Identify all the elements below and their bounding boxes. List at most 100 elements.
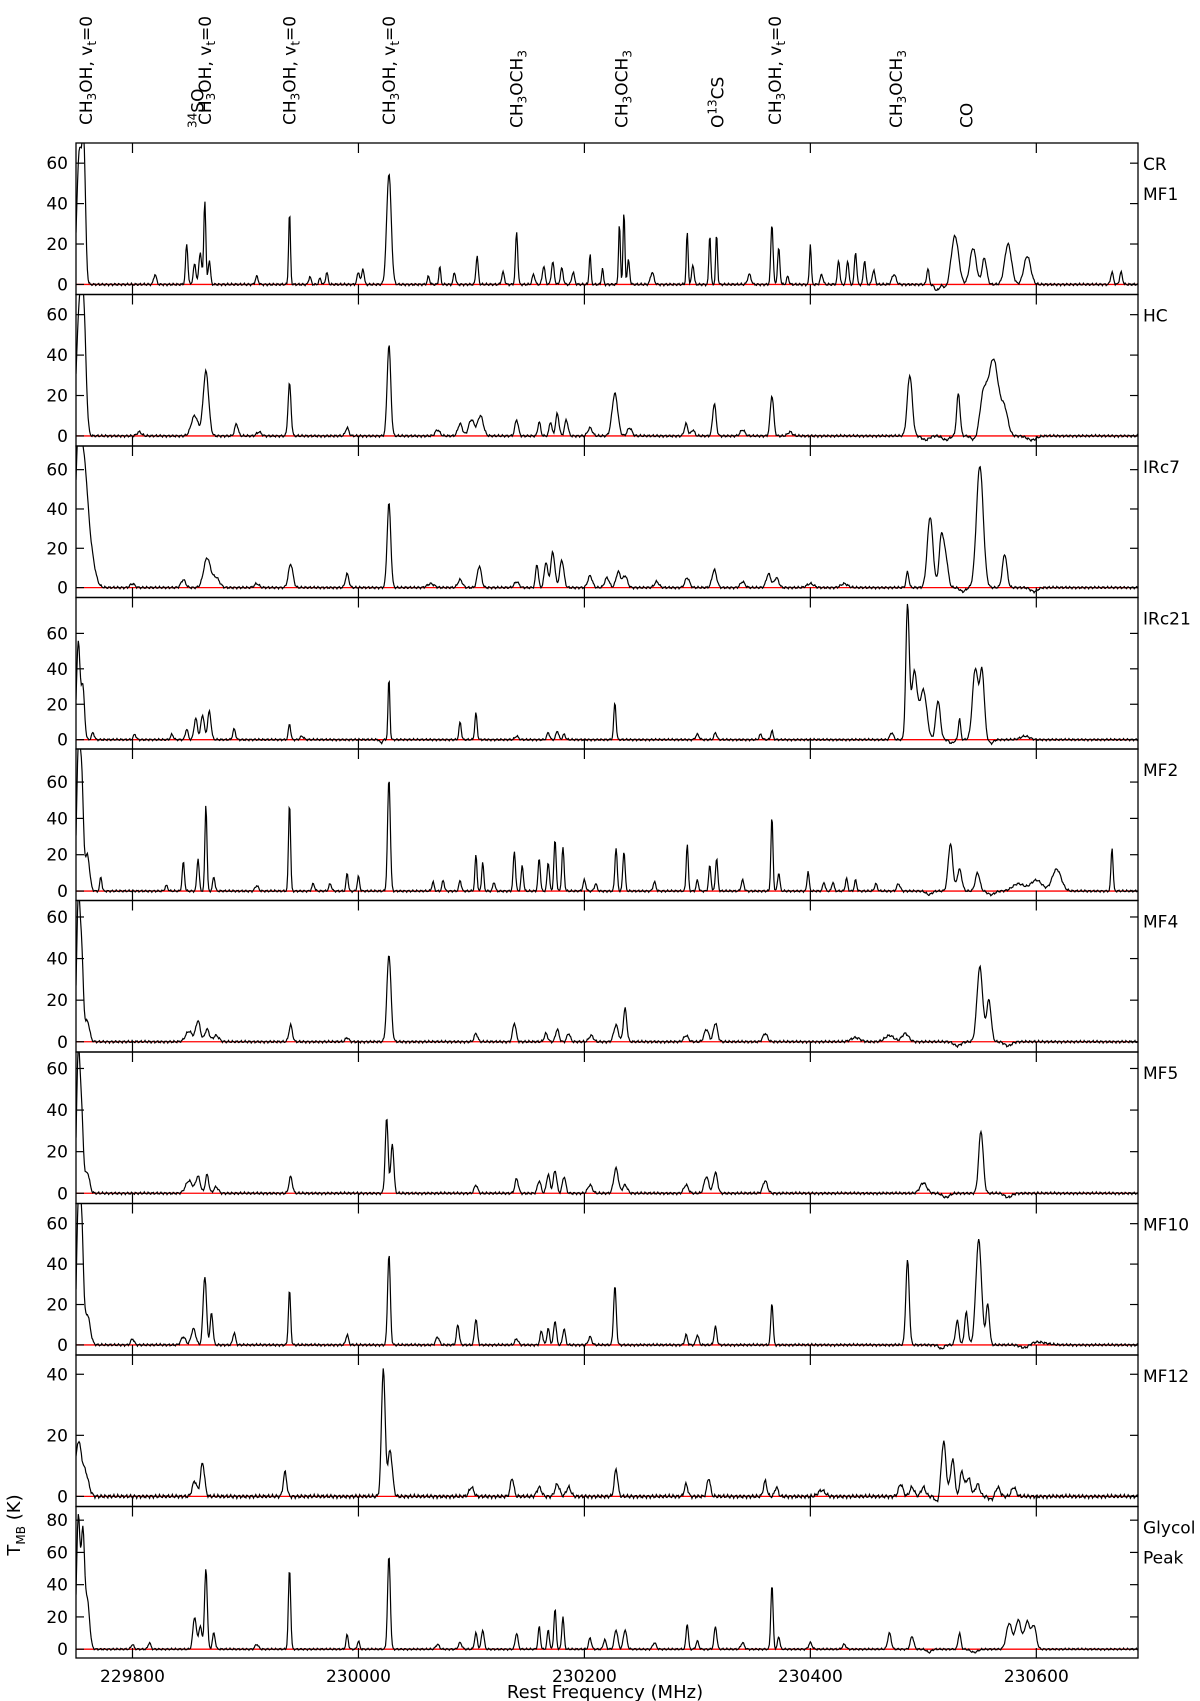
line-label-part: =0 [380,16,400,41]
panel-label: Peak [1143,1549,1184,1569]
line-label-part: OH, v [766,46,786,93]
line-label-part: OCH [508,58,528,96]
y-axis-title-main: T [4,1544,25,1557]
y-tick-label: 0 [57,1640,68,1660]
spectrum-panel: 0 20 40 60 IRc7 [46,445,1180,599]
line-label: CH3OH, vt=0 [77,16,99,125]
x-axis-title: Rest Frequency (MHz) [507,1682,703,1701]
x-tick-label: 229800 [100,1667,165,1687]
panel-label: CR [1143,155,1167,175]
line-label-part: CH [766,100,786,125]
y-tick-label: 60 [46,1215,68,1235]
panel-label: IRc21 [1143,610,1191,630]
spectrum-line [76,900,1138,1049]
line-label-part: OCH [887,58,907,96]
y-tick-label: 20 [46,1426,68,1446]
y-tick-label: 0 [57,1336,68,1356]
line-label-part: 3 [289,93,303,101]
line-label-part: =0 [281,16,301,41]
line-label-part: 3 [388,93,402,101]
y-tick-label: 60 [46,1059,68,1079]
y-tick-label: 0 [57,275,68,295]
y-tick-label: 20 [46,1296,68,1316]
y-tick-label: 60 [46,773,68,793]
y-tick-label: 40 [46,346,68,366]
line-label: CH3OH, vt=0 [196,16,218,125]
y-tick-label: 0 [57,1033,68,1053]
spectrum-line [76,749,1138,897]
y-tick-label: 40 [46,195,68,215]
panel-label: MF2 [1143,761,1178,781]
y-tick-label: 40 [46,950,68,970]
line-label-part: 3 [774,93,788,101]
line-label-part: CH [508,103,528,128]
y-tick-label: 60 [46,624,68,644]
line-label-part: OH, v [196,46,216,93]
line-label-part: 3 [516,96,530,104]
y-tick-label: 0 [57,882,68,902]
line-label-part: 34 [186,113,200,128]
line-label-part: t [289,41,303,46]
y-axis-title-unit: (K) [4,1494,25,1526]
x-axis: 229800 230000 230200 230400 230600 [100,1667,1069,1687]
line-label: CH3OCH3 [887,50,909,128]
line-label-part: CH [281,100,301,125]
line-label: CH3OH, vt=0 [766,16,788,125]
y-tick-label: 40 [46,1255,68,1275]
y-tick-label: 20 [46,539,68,559]
panel-frame [75,1202,1139,1356]
line-label-part: OH, v [380,46,400,93]
line-label-part: =0 [77,16,97,41]
line-label-part: 3 [621,96,635,104]
x-tick-label: 230600 [1004,1667,1069,1687]
panel-label: HC [1143,307,1168,327]
y-tick-label: 60 [46,461,68,481]
panel-label: MF5 [1143,1064,1178,1084]
spectra-panels: 0 20 40 60 CR MF10 20 40 60 HC 0 20 40 60 IRc7 0 20 40 60 I… [46,142,1195,1660]
line-label: CH3OH, vt=0 [281,16,303,125]
line-label-part: CH [380,100,400,125]
spectrum-line [76,446,1138,594]
line-label-part: O [708,115,728,128]
line-label: CH3OCH3 [613,50,635,128]
panel-label: Glycol [1143,1519,1195,1539]
y-axis-title: TMB (K) [4,1494,28,1556]
line-label: O13CS [705,77,728,128]
line-label-part: CH [196,100,216,125]
spectrum-panel: 0 20 40 60 MF2 [46,748,1178,902]
y-tick-label: 40 [46,660,68,680]
spectrum-line [76,1052,1138,1199]
x-tick-label: 230000 [326,1667,391,1687]
spectrum-panel: 0 20 40 60 HC [46,293,1168,447]
line-label-part: CH [613,103,633,128]
panel-label: MF10 [1143,1216,1189,1236]
panel-frame [75,596,1139,750]
y-tick-label: 0 [57,427,68,447]
y-tick-label: 40 [46,500,68,520]
line-label: CO [957,103,977,128]
spectrum-line [76,143,1138,292]
line-label: CH3OCH3 [508,50,530,128]
line-label-part: =0 [766,16,786,41]
y-tick-label: 80 [46,1511,68,1531]
line-label-part: OH, v [281,46,301,93]
line-label-part: t [388,41,402,46]
y-tick-label: 60 [46,306,68,326]
y-tick-label: 40 [46,1365,68,1385]
panel-frame [75,1505,1139,1659]
y-tick-label: 60 [46,908,68,928]
line-label-part: OCH [613,58,633,96]
y-tick-label: 20 [46,695,68,715]
panel-label: IRc7 [1143,458,1180,478]
panel-frame [75,1051,1139,1205]
panel-label: MF4 [1143,913,1178,933]
spectrum-panel: 0 20 40 60 80 Glycol Peak [46,1505,1195,1660]
spectrum-panel: 0 20 40 60 IRc21 [46,596,1191,751]
y-tick-label: 40 [46,1101,68,1121]
y-tick-label: 60 [46,1543,68,1563]
y-tick-label: 20 [46,235,68,255]
line-label-part: CH [887,103,907,128]
spectrum-panel: 0 20 40 60 CR MF1 [46,142,1178,295]
